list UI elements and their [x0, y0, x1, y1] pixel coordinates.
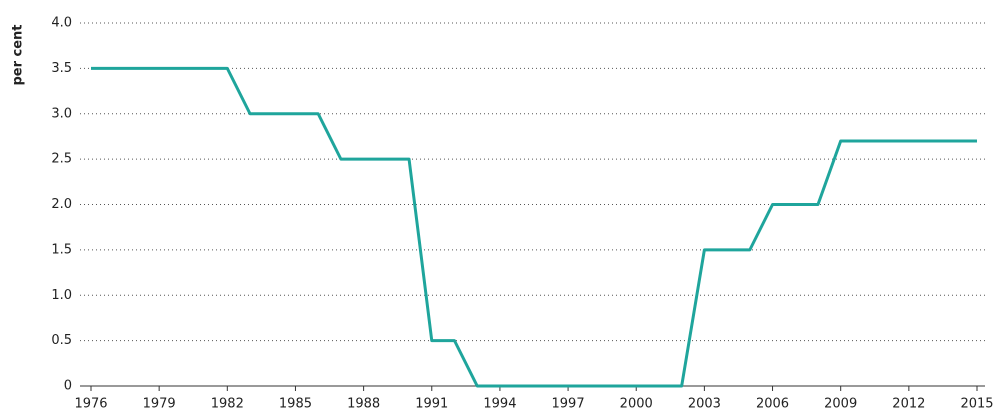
- y-tick-label: 2.0: [51, 197, 72, 212]
- y-tick-label: 1.5: [51, 242, 72, 257]
- line-series: [91, 66, 977, 388]
- x-tick-label: 1982: [211, 397, 244, 412]
- x-tick-label: 1997: [552, 397, 585, 412]
- x-tick-label: 1991: [415, 397, 448, 412]
- y-tick-label: 3.0: [51, 106, 72, 121]
- x-tick-label: 2012: [892, 397, 925, 412]
- x-tick-label: 2006: [756, 397, 789, 412]
- x-tick-label: 1979: [143, 397, 176, 412]
- y-axis-label: per cent: [11, 24, 26, 85]
- y-tick-label: 0: [64, 379, 72, 394]
- y-tick-label: 3.5: [51, 61, 72, 76]
- x-tick-label: 1976: [74, 397, 107, 412]
- x-tick-label: 1988: [347, 397, 380, 412]
- y-tick-label: 2.5: [51, 152, 72, 167]
- x-tick-label: 2000: [620, 397, 653, 412]
- x-tick-label: 2015: [960, 397, 993, 412]
- x-tick-label: 2009: [824, 397, 857, 412]
- x-tick-label: 1985: [279, 397, 312, 412]
- x-tick-label: 1994: [483, 397, 516, 412]
- y-tick-label: 4.0: [51, 16, 72, 31]
- y-tick-label: 1.0: [51, 288, 72, 303]
- y-tick-label: 0.5: [51, 333, 72, 348]
- x-tick-label: 2003: [688, 397, 721, 412]
